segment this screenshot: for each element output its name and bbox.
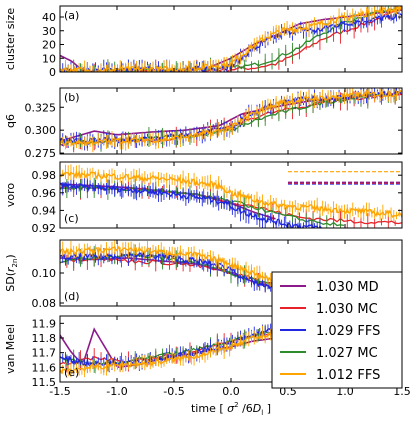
legend-label: 1.012 FFS [316,368,380,383]
y-tick-label: 0.325 [25,101,57,114]
y-tick-label: 11.7 [32,347,57,360]
x-tick-label: -1.5 [49,385,70,398]
series-line [60,90,402,146]
x-tick-label: -0.5 [163,385,184,398]
panel-c: 0.92 0.94 0.96 0.98 (c) voro [4,161,403,235]
series-line [60,92,402,142]
y-tick-label: 11.5 [32,376,57,389]
y-tick-label: 0.300 [25,124,57,137]
legend-label: 1.030 MC [316,302,378,317]
panel-tag: (b) [64,91,80,104]
y-tick-label: 11.9 [32,317,57,330]
y-tick-label: 0.92 [32,222,57,235]
y-tick-label: 0 [49,66,56,79]
y-tick-label: 10 [42,52,56,65]
y-axis-label: cluster size [4,8,17,70]
panel-tag: (c) [64,212,79,225]
series-line [60,90,402,145]
plot-area [60,164,402,228]
legend-label: 1.027 MC [316,346,378,361]
panel-tag: (d) [64,290,80,303]
legend: 1.030 MD 1.030 MC 1.029 FFS 1.027 MC 1.012 F… [271,271,403,389]
x-axis-label: time [ σ2 /6Dl ] [191,401,271,417]
legend-label: 1.029 FFS [316,324,380,339]
series-line [60,169,402,218]
y-axis-label: van Meel [4,324,17,374]
y-tick-label: 20 [42,39,56,52]
y-tick-label: 0.98 [32,169,57,182]
series-1-030-MD [60,92,402,142]
x-tick-label: 0.0 [222,385,240,398]
y-tick-label: 11.6 [32,361,57,374]
series-1-012-FFS [60,88,402,153]
series-line [60,181,322,228]
y-tick-label: 30 [42,25,56,38]
y-tick-label: 0.10 [32,267,57,280]
legend-label: 1.030 MD [316,280,379,295]
y-tick-label: 0.08 [32,297,57,310]
y-tick-label: 0.275 [25,147,57,160]
x-tick-label: -1.0 [106,385,127,398]
series-line [60,89,402,147]
y-axis-label: SD(r2n) [4,254,19,291]
y-tick-label: 0.94 [32,204,57,217]
panel-tag: (a) [64,9,79,22]
series-1-029-FFS [60,176,322,228]
y-tick-label: 40 [42,11,56,24]
y-tick-label: 11.8 [32,332,57,345]
y-tick-label: 0.96 [32,187,57,200]
panel-b: 0.275 0.300 0.325 (b) q6 [4,87,403,160]
panel-tag: (e) [64,366,79,379]
y-axis-label: voro [4,183,17,208]
y-axis-label: q6 [4,114,17,128]
series-1-012-FFS [60,164,402,223]
series-line [60,250,300,296]
plot-area [60,88,402,154]
